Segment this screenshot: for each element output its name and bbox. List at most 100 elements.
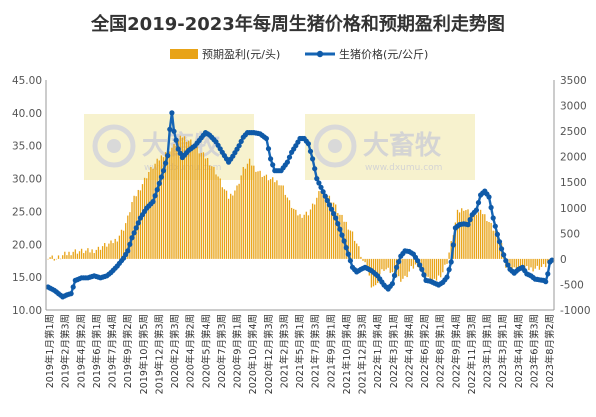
profit-bar: [225, 190, 228, 259]
profit-bar: [446, 258, 448, 264]
x-tick-label: 2020年9月第1周: [232, 314, 244, 388]
profit-bar: [265, 174, 268, 259]
profit-bar: [475, 214, 478, 259]
x-tick-label: 2022年4月第4周: [403, 314, 415, 388]
profit-bar: [181, 137, 184, 259]
profit-bar: [496, 230, 499, 259]
x-tick-label: 2021年9月第1周: [325, 314, 337, 388]
y-right-tick-label: 0: [560, 254, 567, 266]
profit-bar: [515, 258, 517, 272]
x-tick-label: 2019年1月第1周: [44, 314, 56, 388]
profit-bar: [534, 258, 536, 269]
price-point: [307, 148, 314, 154]
profit-bar: [156, 158, 158, 259]
profit-bar: [528, 258, 530, 271]
price-point: [125, 248, 131, 254]
profit-bar: [290, 207, 293, 259]
profit-bar: [162, 157, 165, 259]
profit-bar: [154, 163, 156, 259]
y-right-tick-label: 1500: [560, 177, 587, 189]
profit-bar: [349, 230, 352, 259]
price-point: [396, 259, 402, 265]
profit-bar: [143, 177, 146, 259]
profit-bar: [303, 214, 305, 259]
price-point: [169, 110, 175, 116]
price-point: [322, 193, 328, 199]
x-tick-label: 2022年9月第4周: [450, 314, 462, 388]
legend-line-marker: [316, 50, 324, 58]
price-point: [173, 137, 179, 143]
profit-bar: [209, 165, 211, 259]
price-point: [263, 135, 269, 142]
profit-bar: [391, 258, 394, 273]
profit-bar: [70, 255, 72, 259]
price-point: [270, 162, 276, 168]
profit-bar: [200, 152, 202, 259]
profit-bar: [150, 166, 152, 259]
line-series: [45, 110, 555, 300]
price-point: [389, 281, 395, 287]
profit-bar: [295, 209, 297, 259]
price-point: [391, 272, 398, 279]
profit-bar: [545, 258, 547, 268]
profit-bar: [532, 258, 534, 272]
profit-bar: [257, 171, 259, 259]
profit-bar: [469, 215, 471, 259]
profit-bar: [101, 246, 104, 259]
price-point: [305, 141, 311, 147]
profit-bar: [204, 158, 207, 259]
profit-bar: [400, 258, 402, 282]
x-tick-label: 2019年12月第3周: [153, 314, 165, 394]
profit-bar: [206, 158, 209, 259]
profit-bar: [444, 258, 446, 265]
profit-bar: [253, 165, 255, 259]
profit-bar: [366, 258, 368, 271]
profit-bar: [410, 258, 412, 267]
x-tick-label: 2019年6月第1周: [91, 314, 103, 388]
watermark-brand: 大畜牧: [363, 130, 442, 161]
x-tick-label: 2023年8月第2周: [544, 314, 556, 388]
profit-bar: [362, 258, 364, 261]
profit-bar: [288, 200, 291, 259]
profit-bar: [76, 253, 79, 259]
x-tick-label: 2021年12月第3周: [357, 314, 369, 394]
price-point: [167, 126, 173, 132]
x-tick-label: 2023年3月第1周: [497, 314, 509, 388]
profit-bar: [513, 258, 515, 268]
price-point: [419, 266, 425, 272]
profit-bar: [215, 174, 217, 259]
profit-bar: [66, 255, 68, 259]
price-point: [236, 143, 242, 149]
y-right-tick-label: -500: [560, 279, 584, 291]
profit-bar: [267, 180, 270, 259]
price-point: [488, 204, 494, 211]
x-tick-label: 2023年4月第4周: [513, 314, 525, 388]
x-tick-label: 2021年10月第4周: [341, 314, 353, 394]
profit-bar: [353, 240, 356, 259]
profit-bar: [282, 185, 284, 259]
profit-bar: [284, 194, 286, 259]
profit-bar: [314, 204, 316, 259]
profit-bar: [276, 180, 278, 259]
profit-bar: [511, 258, 513, 270]
profit-bar: [381, 258, 383, 270]
profit-bar: [99, 249, 102, 259]
price-point: [499, 246, 505, 252]
profit-bar: [278, 185, 280, 259]
profit-bar: [299, 214, 301, 259]
profit-bar: [330, 202, 333, 259]
profit-bar: [454, 222, 457, 259]
price-point: [347, 258, 353, 264]
y-axis-right: -1000 -500 0 500 1000 1500 2000 2500 3000 3500: [553, 75, 591, 317]
profit-bar: [106, 246, 108, 259]
profit-bar: [118, 235, 121, 259]
profit-bar: [141, 184, 144, 259]
profit-bar: [301, 217, 303, 259]
profit-bar: [120, 229, 123, 259]
price-point: [331, 211, 337, 217]
profit-bar: [47, 258, 49, 260]
price-point: [494, 231, 500, 237]
profit-bar: [339, 214, 341, 259]
profit-bar: [131, 202, 133, 259]
bar-series: [47, 135, 553, 288]
